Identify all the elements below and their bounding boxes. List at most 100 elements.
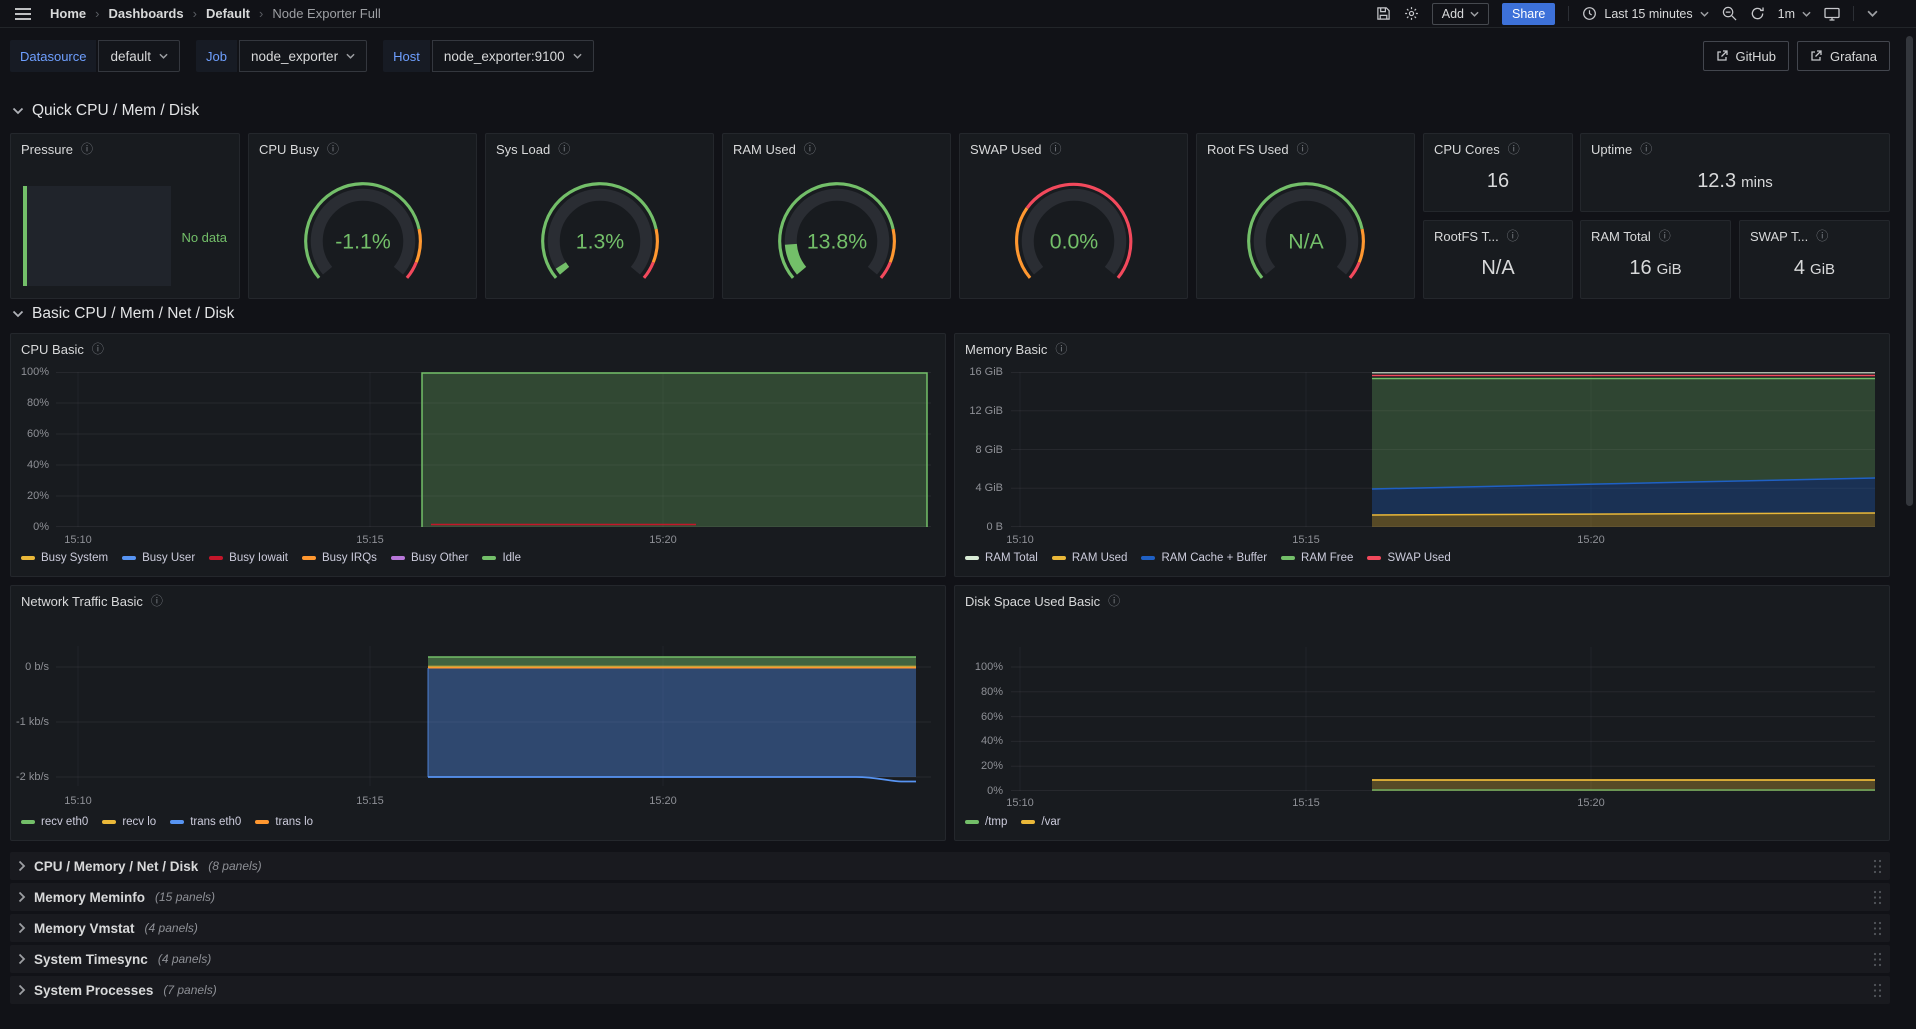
collapsed-row-system-processes[interactable]: System Processes (7 panels) bbox=[10, 976, 1890, 1004]
job-label[interactable]: Job bbox=[196, 40, 237, 72]
panel-header[interactable]: RootFS T... ⓘ bbox=[1424, 221, 1572, 245]
info-icon[interactable]: ⓘ bbox=[1508, 143, 1520, 155]
collapse-toolbar-chevron-icon[interactable] bbox=[1867, 10, 1878, 17]
add-button[interactable]: Add bbox=[1432, 3, 1489, 25]
info-icon[interactable]: ⓘ bbox=[1108, 595, 1120, 607]
legend-item[interactable]: RAM Used bbox=[1052, 552, 1128, 564]
legend-item[interactable]: recv lo bbox=[102, 816, 156, 828]
panel-header[interactable]: RAM Used ⓘ bbox=[723, 134, 950, 158]
panel-header[interactable]: CPU Cores ⓘ bbox=[1424, 134, 1572, 158]
menu-icon[interactable] bbox=[14, 7, 32, 21]
panel-header[interactable]: Uptime ⓘ bbox=[1581, 134, 1889, 158]
drag-handle-icon[interactable] bbox=[1873, 890, 1882, 905]
breadcrumb-home[interactable]: Home bbox=[50, 6, 86, 21]
collapsed-row-system-timesync[interactable]: System Timesync (4 panels) bbox=[10, 945, 1890, 973]
series-label: Idle bbox=[502, 552, 521, 564]
row-header-quick[interactable]: Quick CPU / Mem / Disk bbox=[12, 102, 199, 120]
info-icon[interactable]: ⓘ bbox=[92, 343, 104, 355]
drag-handle-icon[interactable] bbox=[1873, 952, 1882, 967]
job-select[interactable]: node_exporter bbox=[239, 40, 367, 72]
x-tick: 15:10 bbox=[1006, 534, 1034, 546]
panel-header[interactable]: CPU Busy ⓘ bbox=[249, 134, 476, 158]
stat-unit: GiB bbox=[1810, 261, 1835, 278]
host-select[interactable]: node_exporter:9100 bbox=[432, 40, 594, 72]
gear-icon[interactable] bbox=[1404, 6, 1419, 21]
legend-item[interactable]: Busy Iowait bbox=[209, 552, 288, 564]
drag-handle-icon[interactable] bbox=[1873, 983, 1882, 998]
legend-item[interactable]: Idle bbox=[482, 552, 521, 564]
info-icon[interactable]: ⓘ bbox=[1055, 343, 1067, 355]
panel-memory-basic: Memory Basic ⓘ 16 GiB 12 GiB 8 GiB 4 GiB… bbox=[954, 333, 1890, 577]
row-header-basic[interactable]: Basic CPU / Mem / Net / Disk bbox=[12, 305, 234, 323]
legend-item[interactable]: Busy System bbox=[21, 552, 108, 564]
row-title: Memory Vmstat bbox=[34, 921, 135, 936]
legend-item[interactable]: Busy IRQs bbox=[302, 552, 377, 564]
network-basic-plot[interactable] bbox=[56, 646, 931, 786]
info-icon[interactable]: ⓘ bbox=[81, 143, 93, 155]
panel-header[interactable]: Network Traffic Basic ⓘ bbox=[11, 586, 945, 610]
scrollbar-thumb[interactable] bbox=[1906, 36, 1913, 506]
refresh-interval-picker[interactable]: 1m bbox=[1778, 7, 1811, 21]
info-icon[interactable]: ⓘ bbox=[1297, 143, 1309, 155]
legend-item[interactable]: RAM Total bbox=[965, 552, 1038, 564]
panel-header[interactable]: SWAP Used ⓘ bbox=[960, 134, 1187, 158]
panel-header[interactable]: Sys Load ⓘ bbox=[486, 134, 713, 158]
legend-item[interactable]: SWAP Used bbox=[1367, 552, 1450, 564]
panel-header[interactable]: RAM Total ⓘ bbox=[1581, 221, 1730, 245]
breadcrumb-dashboards[interactable]: Dashboards bbox=[108, 6, 183, 21]
legend-item[interactable]: RAM Cache + Buffer bbox=[1141, 552, 1267, 564]
info-icon[interactable]: ⓘ bbox=[151, 595, 163, 607]
zoom-out-icon[interactable] bbox=[1722, 6, 1737, 21]
legend-item[interactable]: RAM Free bbox=[1281, 552, 1353, 564]
legend-item[interactable]: /tmp bbox=[965, 816, 1007, 828]
panel-header[interactable]: Disk Space Used Basic ⓘ bbox=[955, 586, 1889, 610]
time-range-picker[interactable]: Last 15 minutes bbox=[1582, 6, 1708, 21]
panel-header[interactable]: Root FS Used ⓘ bbox=[1197, 134, 1414, 158]
collapsed-row-cpu-memory-net-disk[interactable]: CPU / Memory / Net / Disk (8 panels) bbox=[10, 852, 1890, 880]
legend-item[interactable]: trans eth0 bbox=[170, 816, 241, 828]
datasource-label[interactable]: Datasource bbox=[10, 40, 96, 72]
row-title: Basic CPU / Mem / Net / Disk bbox=[32, 305, 234, 323]
drag-handle-icon[interactable] bbox=[1873, 921, 1882, 936]
disk-basic-plot[interactable] bbox=[1011, 647, 1875, 791]
memory-basic-plot[interactable] bbox=[1011, 372, 1875, 527]
panel-header[interactable]: Memory Basic ⓘ bbox=[955, 334, 1889, 358]
datasource-select[interactable]: default bbox=[98, 40, 180, 72]
info-icon[interactable]: ⓘ bbox=[558, 143, 570, 155]
panel-header[interactable]: CPU Basic ⓘ bbox=[11, 334, 945, 358]
cpu-basic-plot[interactable] bbox=[56, 372, 931, 527]
panel-title: Network Traffic Basic bbox=[21, 594, 143, 609]
x-tick: 15:20 bbox=[1577, 797, 1605, 809]
info-icon[interactable]: ⓘ bbox=[1050, 143, 1062, 155]
info-icon[interactable]: ⓘ bbox=[804, 143, 816, 155]
info-icon[interactable]: ⓘ bbox=[1659, 230, 1671, 242]
series-label: recv eth0 bbox=[41, 816, 88, 828]
host-label[interactable]: Host bbox=[383, 40, 430, 72]
github-link-button[interactable]: GitHub bbox=[1703, 41, 1789, 71]
panel-title: Disk Space Used Basic bbox=[965, 594, 1100, 609]
collapsed-row-memory-meminfo[interactable]: Memory Meminfo (15 panels) bbox=[10, 883, 1890, 911]
panel-title: Pressure bbox=[21, 142, 73, 157]
refresh-icon[interactable] bbox=[1750, 6, 1765, 21]
panel-header[interactable]: SWAP T... ⓘ bbox=[1740, 221, 1889, 245]
info-icon[interactable]: ⓘ bbox=[1507, 230, 1519, 242]
legend-item[interactable]: Busy User bbox=[122, 552, 195, 564]
nav-actions: Add Share Last 15 minutes 1m bbox=[1376, 3, 1878, 25]
save-icon[interactable] bbox=[1376, 6, 1391, 21]
grafana-link-button[interactable]: Grafana bbox=[1797, 41, 1890, 71]
collapsed-row-memory-vmstat[interactable]: Memory Vmstat (4 panels) bbox=[10, 914, 1890, 942]
chevron-down-icon bbox=[1700, 11, 1709, 17]
legend-item[interactable]: trans lo bbox=[255, 816, 313, 828]
panel-title: RootFS T... bbox=[1434, 229, 1499, 244]
legend-item[interactable]: /var bbox=[1021, 816, 1060, 828]
legend-item[interactable]: recv eth0 bbox=[21, 816, 88, 828]
info-icon[interactable]: ⓘ bbox=[1640, 143, 1652, 155]
info-icon[interactable]: ⓘ bbox=[1816, 230, 1828, 242]
legend-item[interactable]: Busy Other bbox=[391, 552, 469, 564]
drag-handle-icon[interactable] bbox=[1873, 859, 1882, 874]
info-icon[interactable]: ⓘ bbox=[327, 143, 339, 155]
kiosk-monitor-icon[interactable] bbox=[1824, 7, 1840, 21]
breadcrumb-folder[interactable]: Default bbox=[206, 6, 250, 21]
panel-header[interactable]: Pressure ⓘ bbox=[11, 134, 239, 158]
share-button[interactable]: Share bbox=[1502, 3, 1555, 25]
